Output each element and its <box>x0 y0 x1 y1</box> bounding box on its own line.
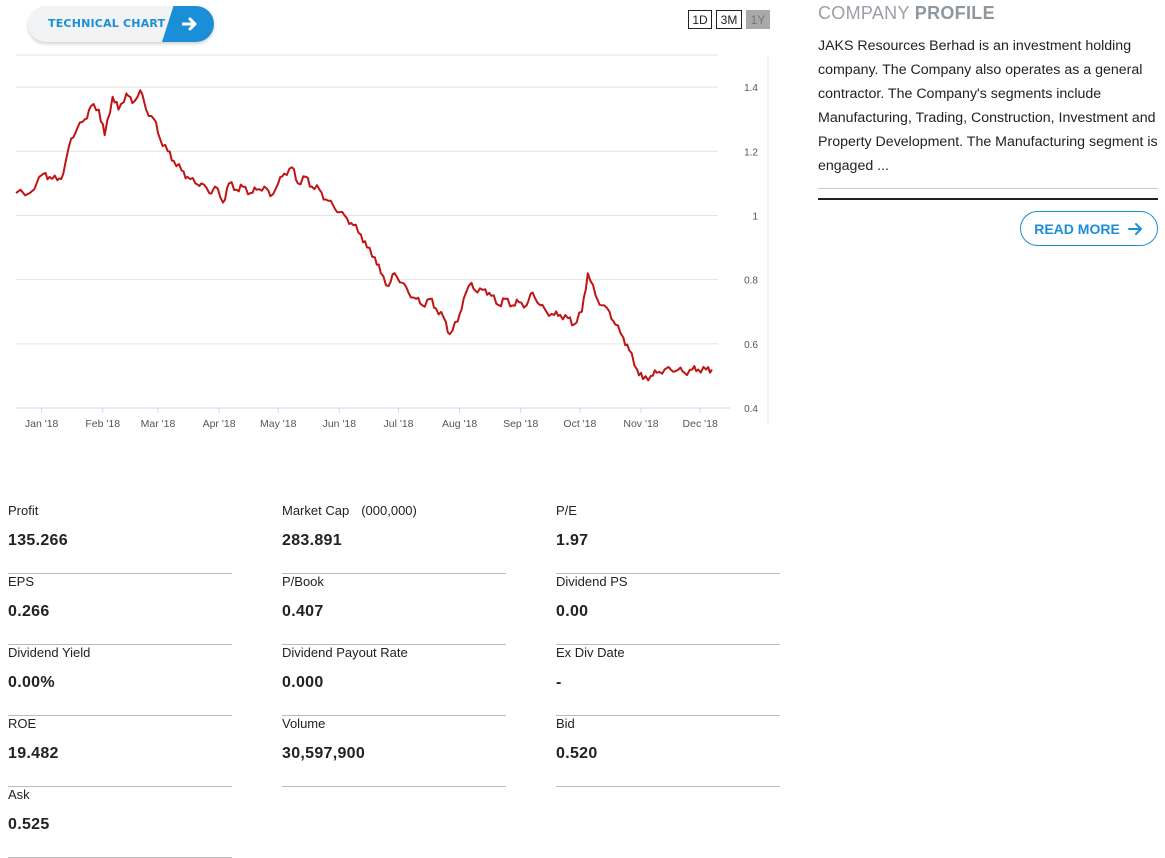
stat-item: Ex Div Date - <box>556 645 780 716</box>
price-chart: 0.4 0.6 0.8 1 1.2 1.4 Jan '18 Feb '18 Mar '18 Apr… <box>15 54 769 430</box>
stat-label: Ask <box>8 787 30 802</box>
stat-item: Profit 135.266 <box>8 503 232 574</box>
stat-value: 0.525 <box>8 816 50 833</box>
x-tick-label: Feb '18 <box>85 418 120 430</box>
profile-title-bold: PROFILE <box>914 3 995 23</box>
company-profile-title: COMPANY PROFILE <box>818 3 995 24</box>
read-more-label: READ MORE <box>1034 220 1120 237</box>
stat-value: 0.520 <box>556 745 598 762</box>
divider <box>556 715 780 716</box>
divider <box>556 573 780 574</box>
x-tick-label: Apr '18 <box>203 418 236 430</box>
stat-value: 0.266 <box>8 603 50 620</box>
read-more-button[interactable]: READ MORE <box>1020 211 1158 246</box>
divider <box>556 644 780 645</box>
stat-label: Dividend PS <box>556 574 628 589</box>
stat-value: 0.00 <box>556 603 589 620</box>
stat-item: Dividend Yield 0.00% <box>8 645 232 716</box>
range-1d-button[interactable]: 1D <box>688 10 712 29</box>
stat-label: Bid <box>556 716 575 731</box>
x-tick-label: Mar '18 <box>141 418 176 430</box>
y-tick-label: 0.6 <box>744 340 758 351</box>
stat-item: Dividend Payout Rate 0.000 <box>282 645 506 716</box>
y-tick-label: 1.4 <box>744 83 758 94</box>
stat-unit: (000,000) <box>361 503 417 518</box>
stat-value: 19.482 <box>8 745 59 762</box>
divider <box>8 715 232 716</box>
arrow-right-icon <box>162 6 214 42</box>
y-tick-label: 1 <box>752 211 758 222</box>
stat-value: 135.266 <box>8 532 68 549</box>
divider <box>282 715 506 716</box>
stat-label: Profit <box>8 503 39 518</box>
stat-label: Dividend Yield <box>8 645 91 660</box>
stat-label: Dividend Payout Rate <box>282 645 408 660</box>
stat-value: 1.97 <box>556 532 589 549</box>
stat-value: 30,597,900 <box>282 745 366 762</box>
divider <box>818 188 1158 189</box>
x-tick-label: Dec '18 <box>683 418 718 430</box>
technical-chart-label: TECHNICAL CHART <box>48 17 166 30</box>
profile-title-light: COMPANY <box>818 3 910 23</box>
range-3m-button[interactable]: 3M <box>716 10 742 29</box>
y-tick-label: 0.4 <box>744 404 758 415</box>
x-tick-label: Nov '18 <box>623 418 658 430</box>
stat-label: Ex Div Date <box>556 645 625 660</box>
stat-item: Market Cap (000,000) 283.891 <box>282 503 506 574</box>
price-line <box>15 89 713 382</box>
divider <box>8 573 232 574</box>
stat-item: P/Book 0.407 <box>282 574 506 645</box>
y-tick-label: 1.2 <box>744 147 758 158</box>
x-tick-label: May '18 <box>260 418 297 430</box>
divider <box>8 786 232 787</box>
stat-item: Ask 0.525 <box>8 787 232 858</box>
stat-value: - <box>556 674 562 691</box>
stat-item: Volume 30,597,900 <box>282 716 506 787</box>
x-tick-label: Jan '18 <box>25 418 59 430</box>
divider <box>8 644 232 645</box>
arrow-right-icon <box>1127 222 1142 235</box>
stat-value: 0.407 <box>282 603 324 620</box>
stat-label: P/E <box>556 503 577 518</box>
divider <box>556 786 780 787</box>
x-tick-label: Sep '18 <box>503 418 538 430</box>
range-1y-button[interactable]: 1Y <box>746 10 770 29</box>
stat-label: ROE <box>8 716 37 731</box>
stat-value: 0.00% <box>8 674 55 691</box>
x-tick-label: Aug '18 <box>442 418 477 430</box>
y-tick-label: 0.8 <box>744 276 758 287</box>
x-tick-label: Jul '18 <box>383 418 413 430</box>
stat-item: EPS 0.266 <box>8 574 232 645</box>
stat-value: 0.000 <box>282 674 324 691</box>
x-tick-label: Jun '18 <box>323 418 357 430</box>
technical-chart-button[interactable]: TECHNICAL CHART <box>28 6 214 42</box>
stat-item: ROE 19.482 <box>8 716 232 787</box>
divider <box>282 786 506 787</box>
stat-value: 283.891 <box>282 532 342 549</box>
company-description: JAKS Resources Berhad is an investment h… <box>818 38 1158 174</box>
stat-item: Bid 0.520 <box>556 716 780 787</box>
stat-label: Volume <box>282 716 326 731</box>
stat-label: EPS <box>8 574 35 589</box>
divider <box>818 198 1158 200</box>
divider <box>282 644 506 645</box>
stat-label: Market Cap (000,000) <box>282 503 417 518</box>
x-tick-label: Oct '18 <box>563 418 596 430</box>
stat-item: P/E 1.97 <box>556 503 780 574</box>
divider <box>282 573 506 574</box>
stat-item: Dividend PS 0.00 <box>556 574 780 645</box>
stat-label: P/Book <box>282 574 324 589</box>
